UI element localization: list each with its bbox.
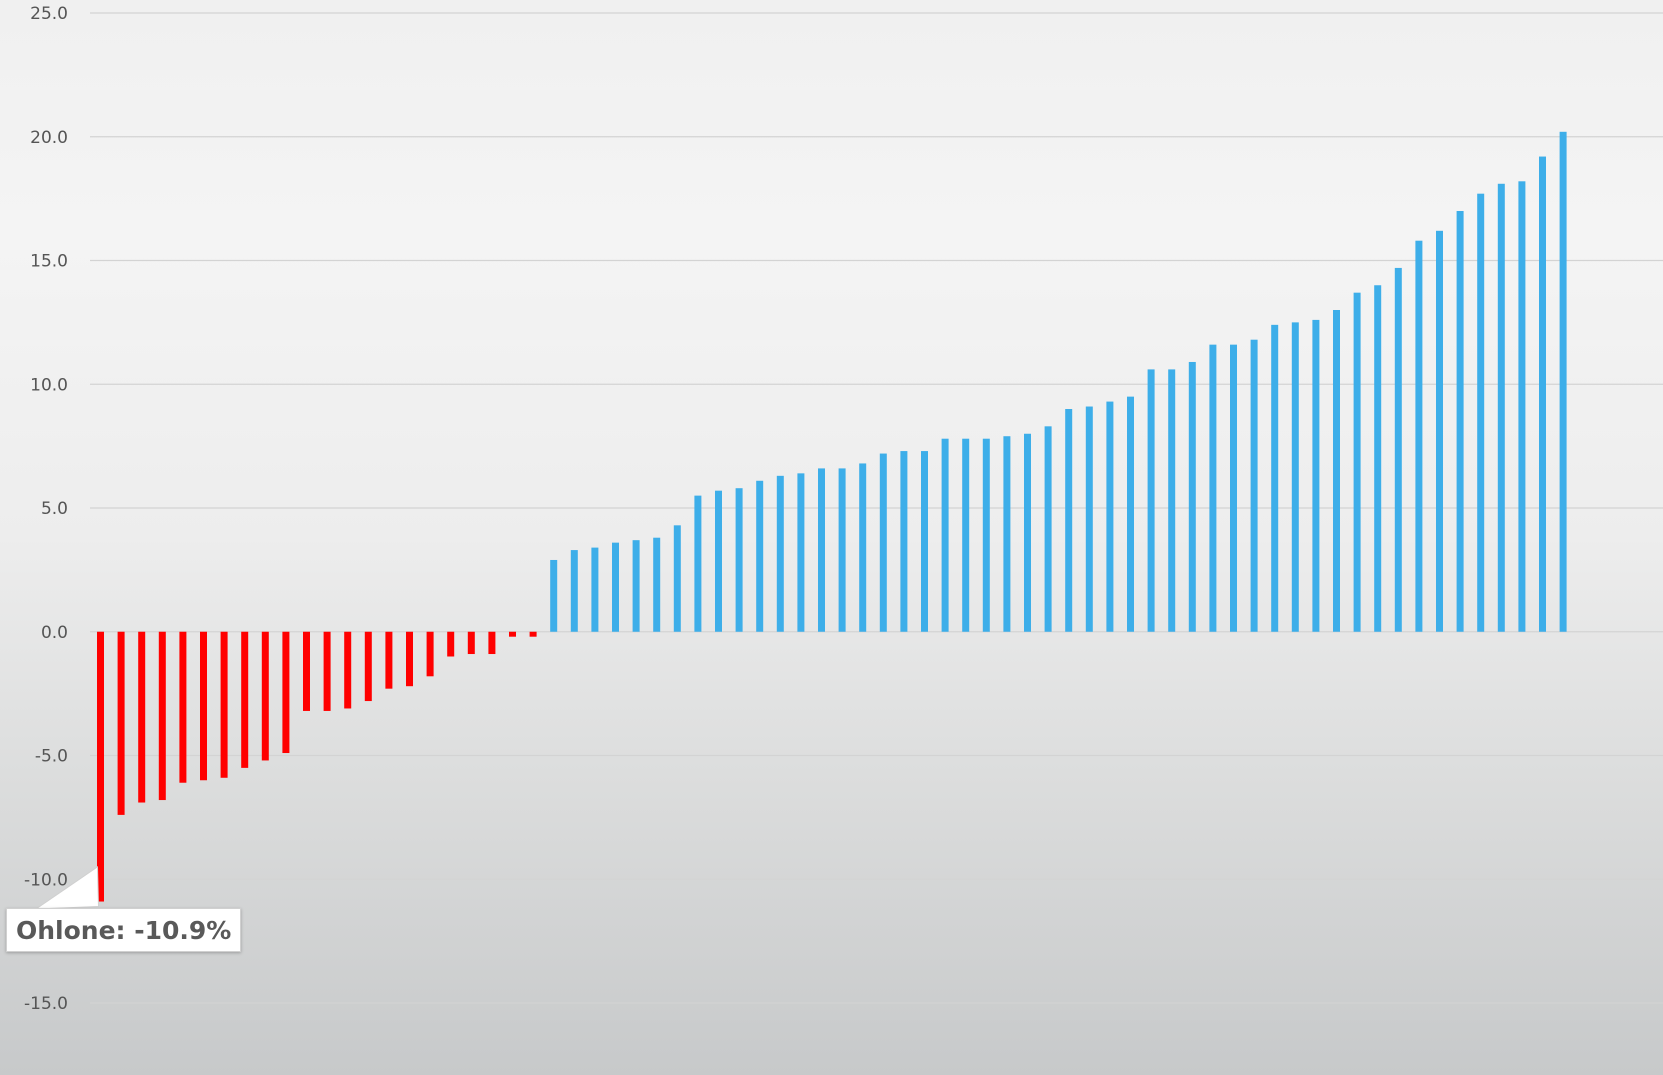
grid-layer	[90, 12, 1663, 1004]
bar-positive	[859, 463, 867, 632]
bar-negative	[406, 631, 413, 687]
bar-negative	[303, 631, 310, 711]
bar-positive	[1147, 369, 1155, 632]
bar-negative	[97, 631, 104, 902]
bar-positive	[1333, 310, 1340, 632]
bar-positive	[756, 480, 764, 632]
bar-positive	[715, 490, 722, 632]
bar-positive	[1003, 436, 1011, 632]
y-tick-label: 0.0	[41, 623, 68, 643]
bar-negative	[344, 631, 352, 709]
y-tick-label: 20.0	[30, 128, 68, 148]
y-axis-tick-labels: 25.0 20.0 15.0 10.0 5.0 0.0 -5.0 -10.0 -15.0	[24, 4, 68, 1014]
bar-positive	[735, 488, 743, 632]
bar-negative	[117, 631, 125, 815]
bar-positive	[1230, 344, 1237, 632]
callout-pointer	[34, 865, 100, 910]
y-tick-label: 5.0	[41, 499, 68, 519]
bar-positive	[1456, 211, 1464, 632]
bar-positive	[1085, 406, 1093, 632]
bar-positive	[591, 547, 599, 632]
bar-positive	[570, 550, 578, 632]
bar-negative	[426, 631, 434, 677]
y-tick-label: -5.0	[35, 747, 68, 767]
bar-negative	[179, 631, 187, 783]
bar-positive	[900, 451, 908, 632]
y-tick-label: -15.0	[24, 994, 68, 1014]
bar-positive	[653, 537, 661, 632]
bar-positive	[1394, 267, 1402, 632]
bar-positive	[1024, 433, 1031, 632]
bar-positive	[982, 438, 990, 632]
bar-positive	[1312, 319, 1320, 632]
bar-positive	[1497, 183, 1505, 632]
bar-positive	[1353, 292, 1361, 632]
bar-negative	[467, 631, 475, 655]
bar-negative	[385, 631, 393, 689]
bar-positive	[1044, 426, 1052, 632]
bar-negative	[282, 631, 290, 754]
bar-positive	[921, 451, 928, 632]
y-tick-label: 25.0	[30, 4, 68, 24]
y-tick-label: 15.0	[30, 252, 68, 272]
bar-positive	[1250, 339, 1258, 632]
y-tick-label: 10.0	[30, 375, 68, 395]
bar-positive	[1271, 324, 1279, 632]
bar-positive	[550, 559, 558, 632]
bar-positive	[797, 473, 805, 632]
bar-positive	[612, 542, 619, 632]
bar-positive	[1539, 156, 1546, 632]
bar-positive	[632, 540, 640, 632]
callout-pointer-layer	[34, 865, 100, 910]
bar-positive	[1106, 401, 1114, 632]
callout-label: Ohlone: -10.9%	[6, 908, 242, 952]
bar-negative	[138, 631, 146, 803]
bar-positive	[1188, 361, 1196, 632]
bar-positive	[879, 453, 887, 632]
bar-positive	[673, 525, 681, 632]
bar-negative	[261, 631, 269, 761]
bar-positive	[1436, 230, 1443, 632]
bar-negative	[529, 631, 537, 637]
bar-positive	[818, 468, 825, 632]
bar-positive	[1374, 285, 1382, 632]
bar-negative	[447, 631, 455, 657]
bar-positive	[1209, 344, 1217, 632]
bar-negative	[488, 631, 496, 655]
y-tick-label: -10.0	[24, 870, 68, 890]
bar-positive	[776, 475, 784, 632]
bar-negative	[200, 631, 207, 781]
bar-positive	[1559, 131, 1567, 632]
bar-positive	[1518, 181, 1526, 632]
bar-positive	[694, 495, 702, 632]
bar-negative	[323, 631, 331, 711]
bar-positive	[1168, 369, 1176, 632]
bars-layer	[97, 131, 1567, 902]
bar-negative	[364, 631, 372, 702]
bar-positive	[838, 468, 846, 632]
bar-positive	[1127, 396, 1134, 632]
bar-negative	[241, 631, 249, 768]
bar-negative	[158, 631, 166, 801]
bar-positive	[1415, 240, 1423, 632]
bar-negative	[220, 631, 228, 778]
bar-positive	[1065, 409, 1073, 632]
bar-positive	[941, 438, 949, 632]
bar-positive	[1477, 193, 1485, 632]
bar-negative	[509, 631, 516, 637]
bar-positive	[962, 438, 970, 632]
bar-positive	[1291, 322, 1299, 632]
